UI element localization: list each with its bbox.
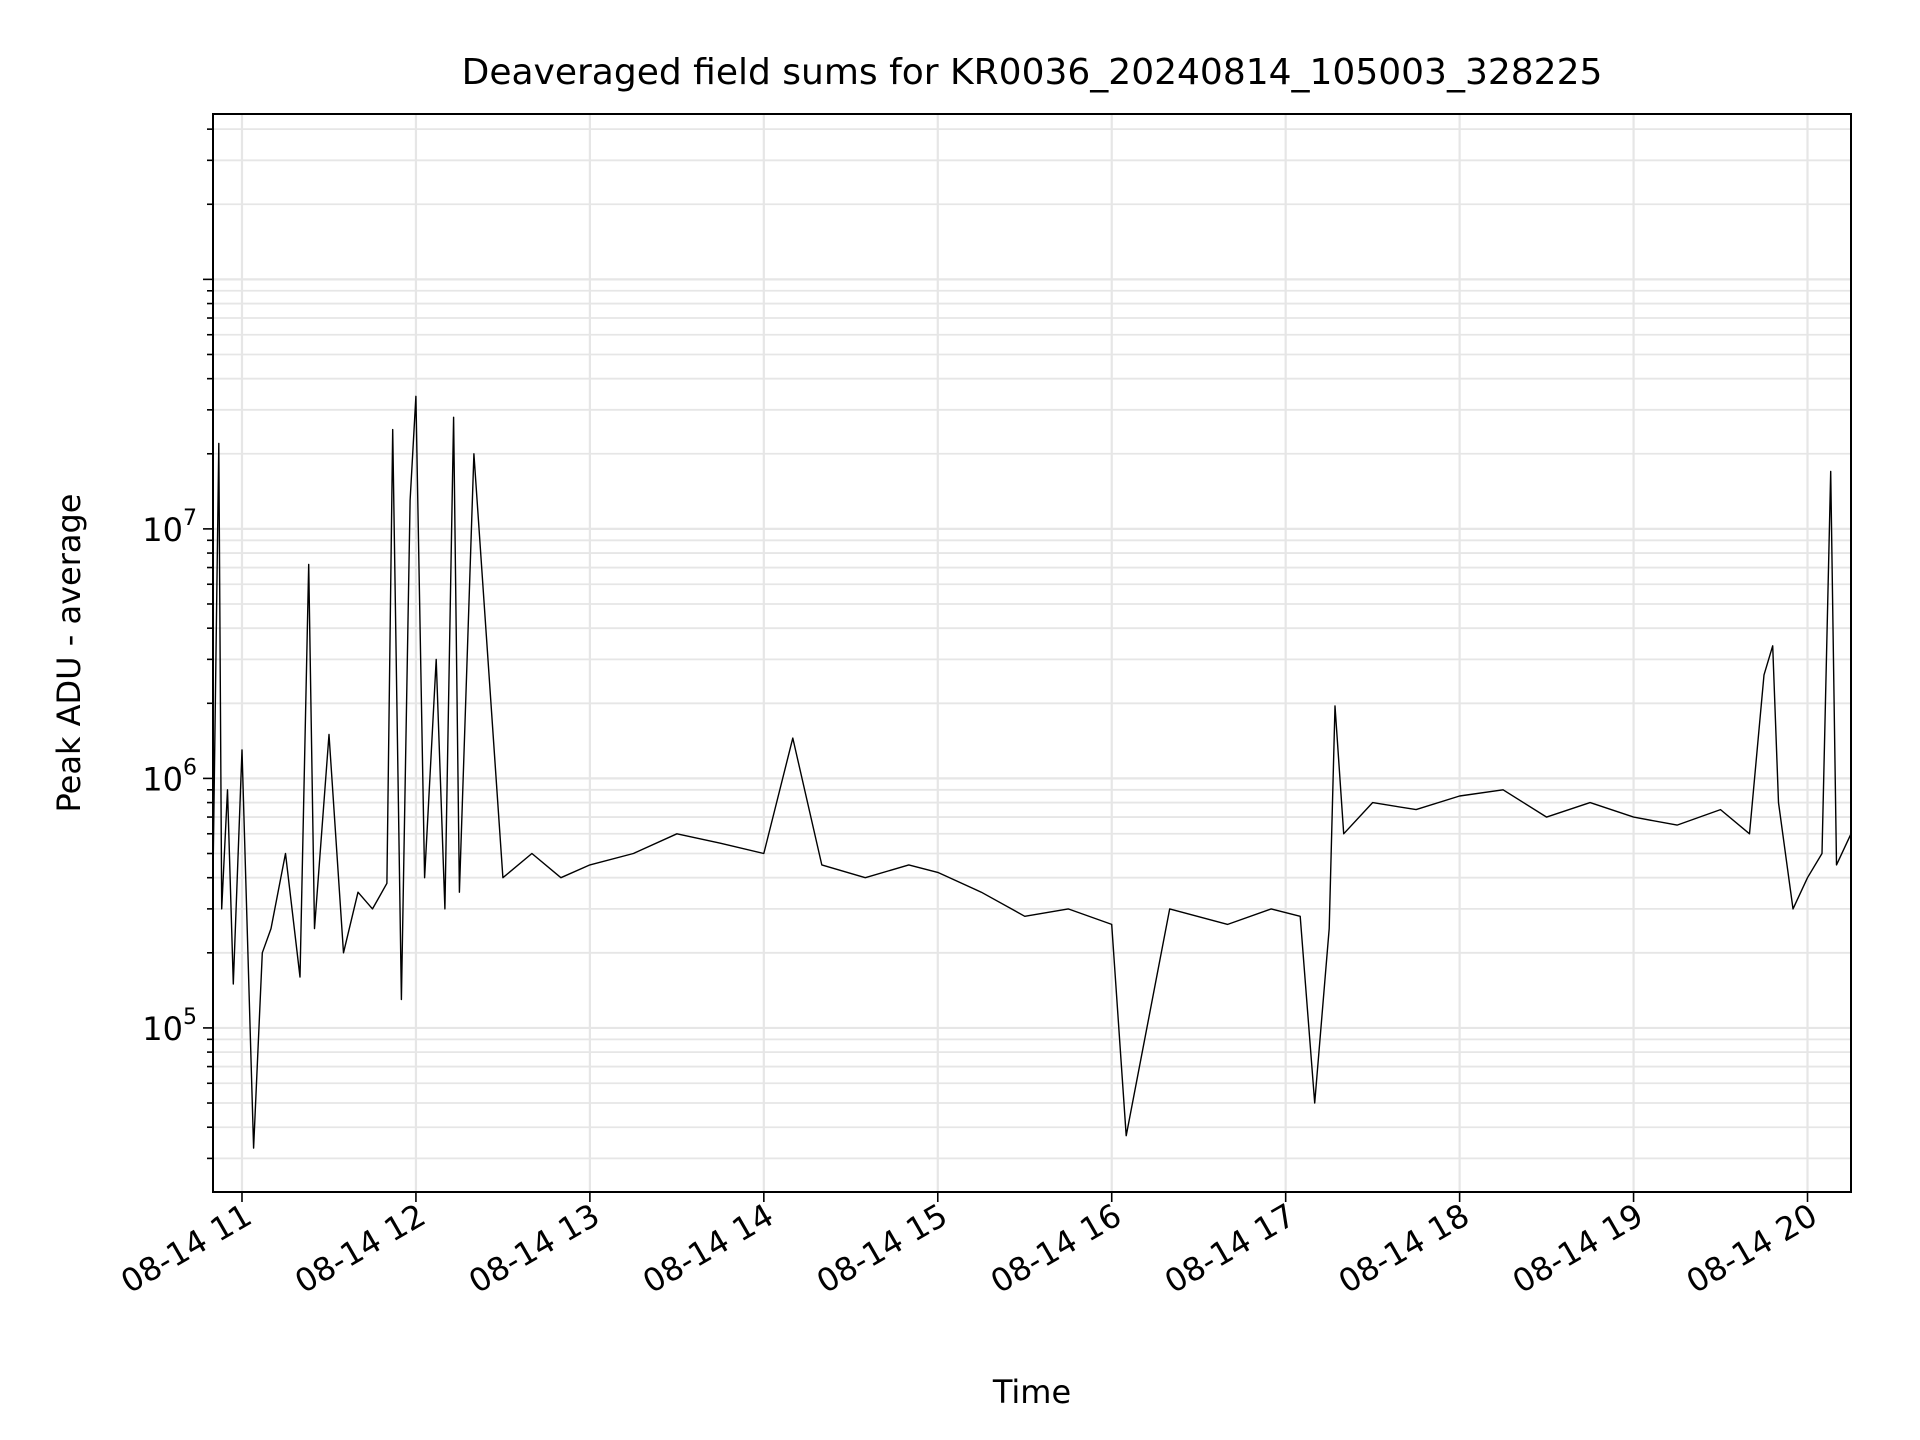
x-tick-label: 08-14 19 [1506,1196,1650,1301]
y-tick-label: 106 [142,755,197,798]
x-axis-ticks: 08-14 11 08-14 12 08-14 13 08-14 14 08-14 15… [114,1192,1824,1301]
grid [213,114,1851,1192]
x-tick-label: 08-14 13 [462,1196,606,1301]
x-tick-label: 08-14 15 [810,1196,954,1301]
x-tick-label: 08-14 17 [1158,1196,1302,1301]
x-tick-label: 08-14 18 [1332,1196,1476,1301]
x-tick-label: 08-14 11 [114,1196,258,1301]
data-line-layer [212,395,1852,1149]
y-axis-label: Peak ADU - average [50,494,88,813]
y-axis-ticks: 105 106 107 [142,128,213,1160]
data-series-line [212,395,1852,1149]
x-tick-label: 08-14 20 [1680,1196,1824,1301]
y-tick-label: 105 [142,1005,197,1048]
x-tick-label: 08-14 16 [984,1196,1128,1301]
x-tick-label: 08-14 12 [288,1196,432,1301]
x-tick-label: 08-14 14 [636,1196,780,1301]
y-tick-label: 107 [142,506,197,549]
x-axis-label: Time [992,1373,1071,1411]
plot-frame [212,113,1852,1193]
chart-title: Deaveraged field sums for KR0036_2024081… [462,52,1603,93]
